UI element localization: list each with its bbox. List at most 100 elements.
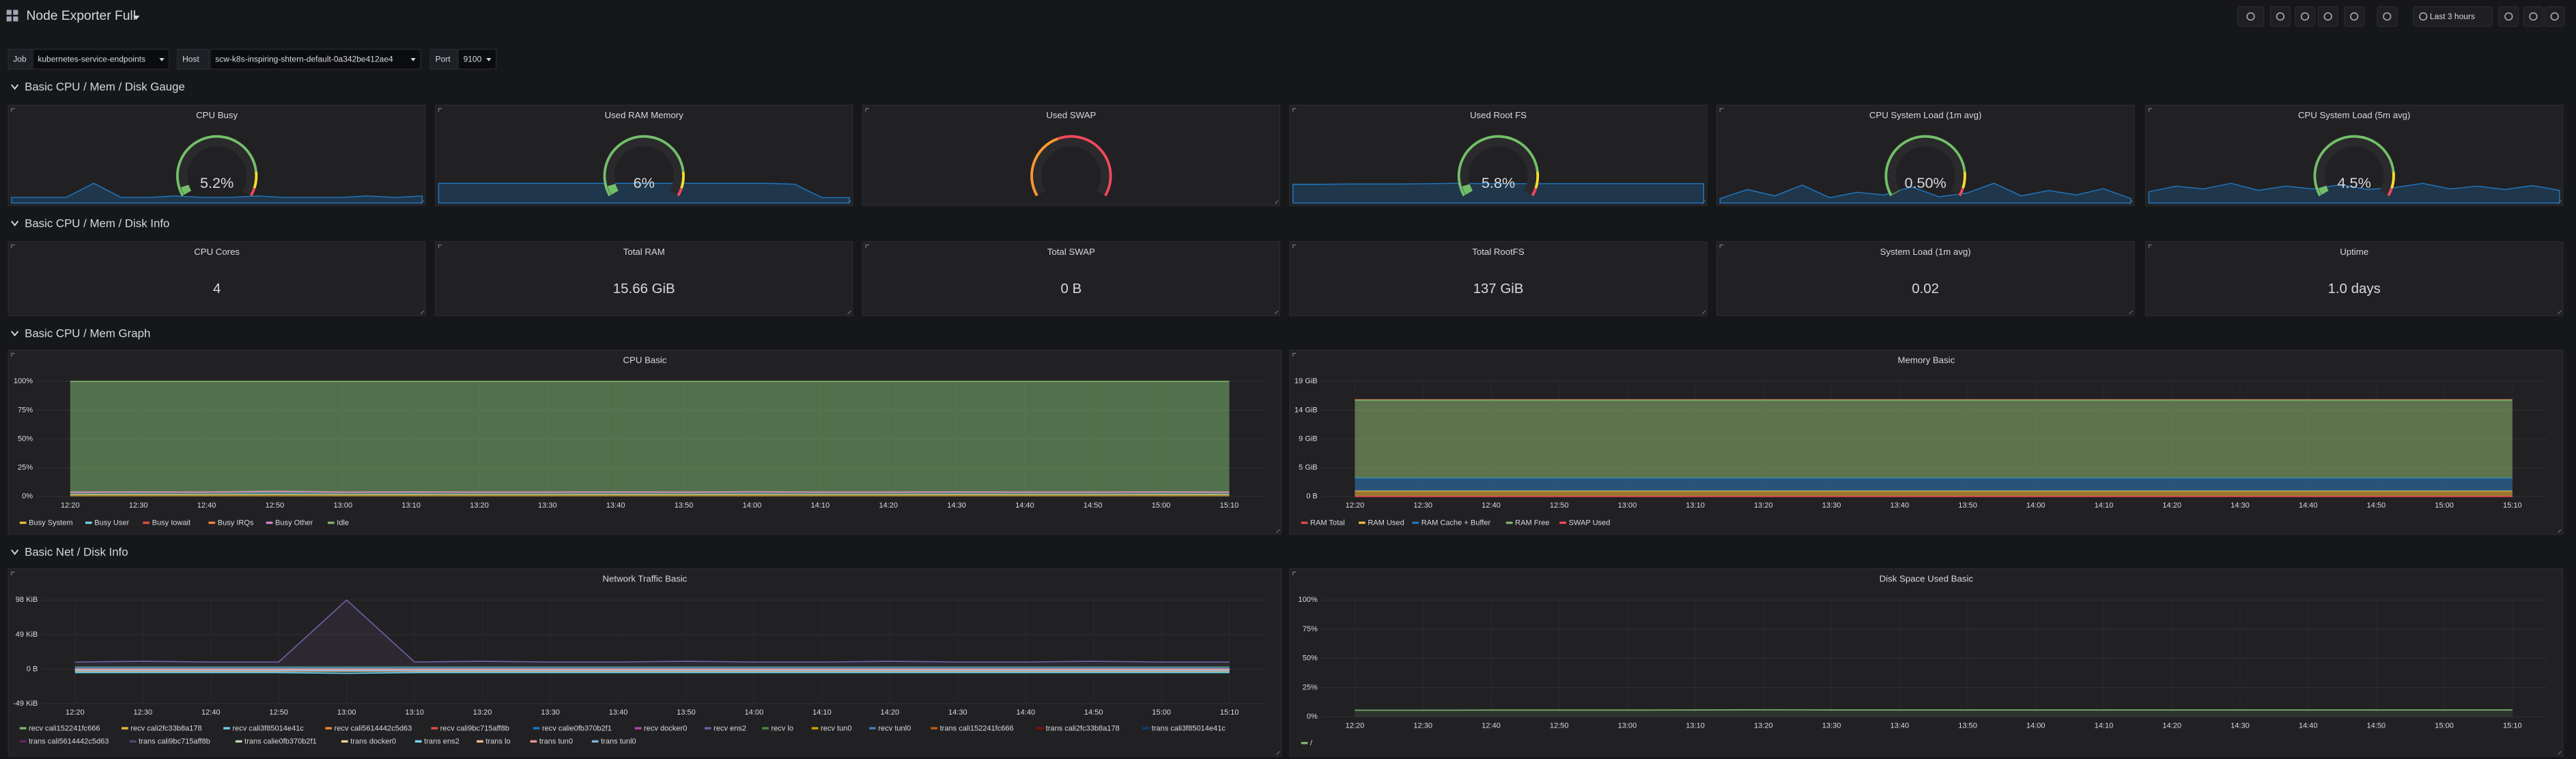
time-range[interactable]: Last 3 hours (2430, 12, 2475, 21)
row-title[interactable]: Basic Net / Disk Info (25, 546, 128, 559)
variable-value[interactable]: 9100 (464, 55, 482, 64)
time-picker[interactable] (2413, 6, 2493, 27)
apps-icon[interactable] (6, 10, 18, 22)
toolbar-button[interactable] (2523, 6, 2544, 27)
variable-dropdown[interactable] (32, 49, 170, 70)
toolbar-button[interactable] (2317, 6, 2338, 27)
row-title[interactable]: Basic CPU / Mem / Disk Info (25, 217, 169, 230)
legend-swatch (143, 521, 150, 524)
legend-label[interactable]: trans cali5614442c5d63 (29, 738, 109, 746)
row-chevron[interactable] (11, 221, 19, 227)
legend-label[interactable]: RAM Cache + Buffer (1421, 519, 1491, 527)
panel-title[interactable]: Uptime (2340, 247, 2368, 257)
y-tick-label: 0 B (27, 665, 38, 673)
dashboard-title[interactable]: Node Exporter Full (27, 9, 137, 23)
legend-label[interactable]: RAM Total (1310, 519, 1345, 527)
toolbar-button[interactable] (2294, 6, 2316, 27)
toolbar-icon (2246, 12, 2255, 21)
panel-title[interactable]: CPU Basic (623, 355, 666, 365)
panel-title[interactable]: Total RAM (623, 247, 665, 257)
toolbar-button[interactable] (2544, 6, 2565, 27)
legend-label[interactable]: trans tunl0 (601, 738, 636, 746)
legend-label[interactable]: RAM Free (1515, 519, 1549, 527)
x-tick-label: 14:50 (2367, 721, 2386, 730)
legend-label[interactable]: recv tun0 (821, 724, 851, 732)
legend-label[interactable]: trans docker0 (350, 738, 396, 746)
gauge-threshold (2387, 187, 2393, 197)
panel-title[interactable]: Used SWAP (1046, 110, 1096, 120)
legend-swatch (1359, 521, 1365, 524)
legend-label[interactable]: RAM Used (1368, 519, 1404, 527)
gauge-value-label: 4.5% (2337, 174, 2370, 191)
x-tick-label: 14:20 (881, 708, 900, 717)
legend-label[interactable]: trans cali3f85014e41c (1152, 724, 1226, 732)
row-chevron[interactable] (11, 331, 19, 337)
legend-label[interactable]: trans lo (485, 738, 510, 746)
legend-label[interactable]: recv calie0fb370b2f1 (542, 724, 612, 732)
legend-label[interactable]: recv lo (771, 724, 793, 732)
toolbar-button[interactable] (2237, 6, 2265, 27)
gauge-value (1892, 190, 1900, 195)
legend-label[interactable]: recv ens2 (713, 724, 746, 732)
resize-handle (1701, 310, 1706, 315)
legend-label[interactable]: recv docker0 (644, 724, 687, 732)
row-chevron[interactable] (11, 84, 19, 90)
panel-title[interactable]: CPU System Load (5m avg) (2298, 110, 2411, 120)
legend-label[interactable]: Busy System (29, 519, 72, 527)
row-chevron[interactable] (11, 549, 19, 555)
legend-label[interactable]: Idle (337, 519, 349, 527)
legend-label[interactable]: recv cali5614442c5d63 (335, 724, 412, 732)
toolbar-button[interactable] (2498, 6, 2519, 27)
panel-title[interactable]: Disk Space Used Basic (1880, 574, 1974, 584)
legend-swatch (704, 727, 711, 730)
legend-label[interactable]: recv cali2fc33b8a178 (130, 724, 201, 732)
variable-dropdown[interactable] (210, 49, 421, 70)
panel-title[interactable]: Network Traffic Basic (603, 574, 688, 584)
series-area (1355, 491, 2513, 497)
x-tick-label: 14:40 (1015, 501, 1034, 510)
toolbar-button[interactable] (2377, 6, 2398, 27)
panel-title[interactable]: CPU Busy (196, 110, 238, 120)
sparkline (11, 182, 423, 204)
legend-label[interactable]: recv tunl0 (878, 724, 911, 732)
legend-label[interactable]: recv cali3f85014e41c (232, 724, 304, 732)
legend-label[interactable]: Busy User (94, 519, 129, 527)
legend-label[interactable]: trans cali152241fc666 (940, 724, 1014, 732)
resize-handle (420, 310, 425, 315)
panel-title[interactable]: Total RootFS (1472, 247, 1525, 257)
toolbar-button[interactable] (2269, 6, 2291, 27)
legend-label[interactable]: Busy Iowait (152, 519, 191, 527)
panel-title[interactable]: CPU Cores (194, 247, 240, 257)
row-title[interactable]: Basic CPU / Mem Graph (25, 327, 150, 340)
x-tick-label: 12:30 (134, 708, 153, 717)
legend-label[interactable]: recv cali9bc715aff8b (440, 724, 509, 732)
x-tick-label: 12:40 (1482, 721, 1501, 730)
panel-title[interactable]: System Load (1m avg) (1880, 247, 1971, 257)
legend-label[interactable]: trans cali2fc33b8a178 (1046, 724, 1120, 732)
legend-label[interactable]: / (1310, 739, 1313, 747)
legend-label[interactable]: SWAP Used (1569, 519, 1611, 527)
toolbar-button[interactable] (2344, 6, 2365, 27)
legend-label[interactable]: trans cali9bc715aff8b (139, 738, 210, 746)
panel-title[interactable]: Memory Basic (1897, 355, 1955, 365)
gauge-value-label: 0.50% (1904, 174, 1946, 191)
legend-label[interactable]: trans tun0 (539, 738, 573, 746)
panel-title[interactable]: CPU System Load (1m avg) (1869, 110, 1982, 120)
stat-value: 0.02 (1912, 281, 1939, 296)
y-tick-label: 0% (1307, 713, 1318, 721)
panel-title[interactable]: Used RAM Memory (605, 110, 684, 120)
gauge-value (180, 184, 192, 195)
x-tick-label: 12:50 (266, 501, 285, 510)
legend-label[interactable]: trans ens2 (424, 738, 459, 746)
legend-label[interactable]: Busy IRQs (218, 519, 254, 527)
row-title[interactable]: Basic CPU / Mem / Disk Gauge (25, 81, 185, 94)
panel-title[interactable]: Total SWAP (1047, 247, 1095, 257)
legend-label[interactable]: trans calie0fb370b2f1 (244, 738, 317, 746)
panel-title[interactable]: Used Root FS (1470, 110, 1527, 120)
variable-value[interactable]: kubernetes-service-endpoints (38, 55, 145, 64)
legend-label[interactable]: Busy Other (275, 519, 313, 527)
resize-handle (1276, 751, 1280, 755)
variable-value[interactable]: scw-k8s-inspiring-shtern-default-0a342be… (215, 55, 393, 64)
legend-label[interactable]: recv cali152241fc666 (29, 724, 100, 732)
y-tick-label: 75% (1303, 625, 1318, 633)
